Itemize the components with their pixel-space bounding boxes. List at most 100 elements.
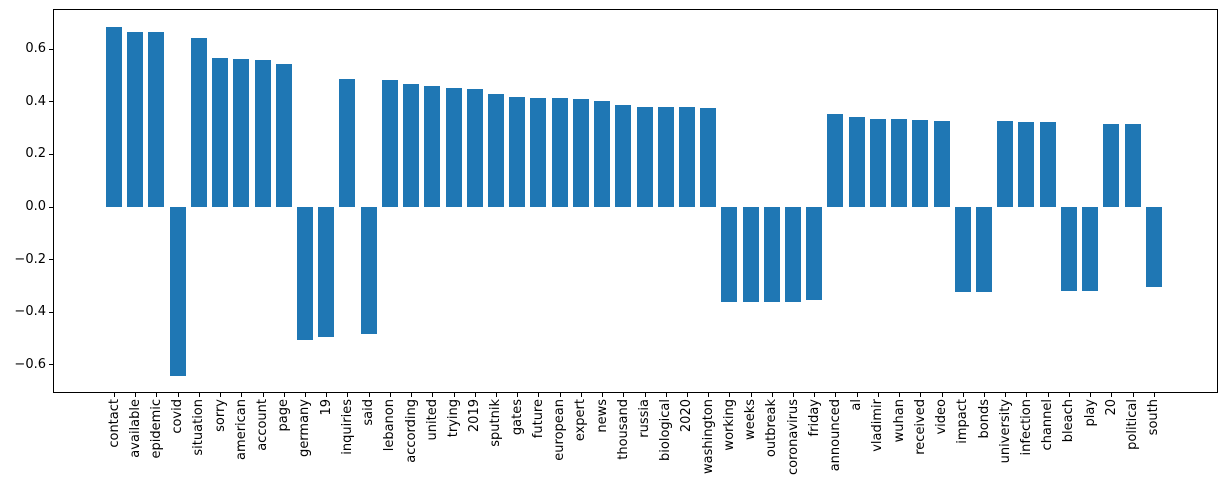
x-tick-label-outbreak: outbreak — [764, 399, 780, 458]
y-tick-label: −0.4 — [14, 304, 46, 320]
x-tick-mark — [538, 393, 540, 397]
x-tick-label-page: page — [276, 399, 292, 432]
bar-according — [403, 83, 420, 207]
x-tick-mark — [1111, 393, 1113, 397]
x-tick-mark — [241, 393, 243, 397]
x-tick-label-coronavirus: coronavirus — [785, 399, 801, 475]
x-tick-mark — [156, 393, 158, 397]
x-tick-mark — [644, 393, 646, 397]
bar-thousand — [615, 105, 632, 207]
bar-2019 — [466, 88, 483, 207]
x-tick-mark — [665, 393, 667, 397]
bar-germany — [296, 206, 313, 341]
bar-19 — [318, 206, 335, 338]
x-tick-mark — [750, 393, 752, 397]
bar-contact — [106, 26, 122, 207]
x-tick-label-2019: 2019 — [467, 399, 483, 433]
x-tick-mark — [220, 393, 222, 397]
x-tick-mark — [920, 393, 922, 397]
x-tick-mark — [941, 393, 943, 397]
bar-play — [1082, 206, 1099, 292]
bar-sorry — [212, 57, 229, 207]
x-tick-mark — [814, 393, 816, 397]
bar-bonds — [976, 206, 993, 293]
bar-announced — [827, 114, 844, 207]
x-tick-mark — [262, 393, 264, 397]
bar-expert — [572, 98, 589, 207]
bar-page — [275, 63, 292, 207]
x-tick-label-weeks: weeks — [743, 399, 759, 440]
x-tick-mark — [347, 393, 349, 397]
bar-political — [1124, 124, 1141, 207]
y-tick-mark — [49, 206, 53, 208]
x-tick-label-gates: gates — [509, 399, 525, 436]
x-tick-label-vladimir: vladimir — [870, 399, 886, 452]
x-tick-mark — [1090, 393, 1092, 397]
y-tick-mark — [49, 48, 53, 50]
y-tick-mark — [49, 259, 53, 261]
x-tick-label-south: south — [1146, 399, 1162, 436]
x-tick-label-20: 20 — [1103, 399, 1119, 416]
x-tick-mark — [559, 393, 561, 397]
y-tick-mark — [49, 153, 53, 155]
x-tick-mark — [474, 393, 476, 397]
x-tick-mark — [135, 393, 137, 397]
bar-trying — [445, 87, 462, 207]
x-tick-mark — [856, 393, 858, 397]
bar-future — [530, 97, 547, 207]
bar-impact — [954, 206, 971, 293]
y-tick-mark — [49, 311, 53, 313]
x-tick-label-expert: expert — [573, 399, 589, 442]
x-tick-label-infection: infection — [1018, 399, 1034, 456]
bar-account — [254, 60, 271, 207]
x-tick-mark — [453, 393, 455, 397]
x-tick-label-news: news — [594, 399, 610, 433]
x-tick-mark — [623, 393, 625, 397]
x-tick-mark — [835, 393, 837, 397]
x-tick-label-friday: friday — [806, 399, 822, 437]
x-tick-mark — [899, 393, 901, 397]
x-tick-mark — [198, 393, 200, 397]
x-tick-mark — [368, 393, 370, 397]
y-tick-mark — [49, 101, 53, 103]
bar-video — [933, 120, 950, 207]
x-tick-label-available: available — [127, 399, 143, 458]
bar-al — [848, 116, 865, 207]
x-tick-mark — [793, 393, 795, 397]
x-tick-mark — [984, 393, 986, 397]
x-tick-label-germany: germany — [297, 399, 313, 457]
bar-inquiries — [339, 78, 356, 207]
y-tick-label: −0.6 — [14, 356, 46, 372]
x-tick-label-russia: russia — [637, 399, 652, 438]
bar-outbreak — [763, 206, 780, 303]
bar-available — [127, 32, 144, 207]
bar-bleach — [1060, 206, 1077, 292]
bar-university — [997, 121, 1014, 207]
bar-russia — [636, 107, 653, 207]
bar-south — [1145, 206, 1162, 288]
x-tick-label-2020: 2020 — [679, 399, 695, 433]
x-tick-label-account: account — [255, 399, 271, 451]
bar-biological — [657, 107, 674, 207]
x-tick-mark — [877, 393, 879, 397]
x-tick-label-lebanon: lebanon — [382, 399, 398, 452]
x-tick-mark — [432, 393, 434, 397]
x-tick-mark — [708, 393, 710, 397]
x-tick-mark — [1026, 393, 1028, 397]
x-tick-label-european: european — [552, 399, 568, 461]
bar-gates — [509, 96, 526, 207]
x-tick-mark — [114, 393, 115, 397]
bar-sputnik — [487, 93, 504, 207]
x-tick-label-thousand: thousand — [615, 399, 631, 460]
x-tick-label-biological: biological — [658, 399, 674, 461]
x-tick-label-bleach: bleach — [1061, 399, 1077, 443]
bar-infection — [1018, 121, 1035, 207]
x-tick-label-university: university — [997, 399, 1013, 464]
x-tick-label-epidemic: epidemic — [148, 399, 164, 459]
x-tick-label-washington: washington — [700, 399, 716, 475]
x-tick-label-inquiries: inquiries — [339, 399, 355, 455]
x-tick-mark — [1047, 393, 1049, 397]
x-tick-mark — [1132, 393, 1134, 397]
x-tick-label-sputnik: sputnik — [488, 399, 504, 447]
